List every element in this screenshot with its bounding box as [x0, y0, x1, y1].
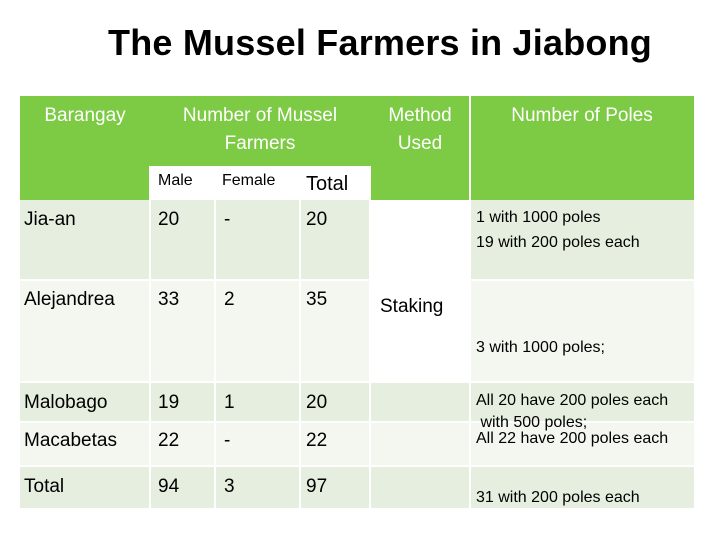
- cell-poles: All 22 have 200 poles each: [476, 430, 669, 447]
- poles-line: 3 with 1000 poles;: [476, 339, 605, 356]
- poles-line: 1 with 1000 poles: [476, 209, 601, 226]
- grid-line: [214, 166, 216, 508]
- cell-barangay: Total: [24, 476, 65, 497]
- table-row: [20, 382, 694, 422]
- header-farmers: Number of Mussel Farmers: [182, 105, 338, 154]
- header-method: Method Used: [388, 105, 452, 154]
- cell-male: 94: [158, 476, 180, 497]
- subheader-row: [150, 166, 370, 204]
- table-row: [20, 200, 694, 280]
- grid-line: [369, 166, 371, 508]
- poles-line: with 500 poles;: [476, 414, 588, 431]
- cell-female: -: [224, 209, 231, 230]
- slide-title: The Mussel Farmers in Jiabong: [108, 22, 652, 63]
- cell-female: 2: [224, 289, 235, 310]
- cell-female: -: [224, 430, 231, 451]
- cell-female: 3: [224, 476, 235, 497]
- cell-male: 20: [158, 209, 180, 230]
- header-poles-cell: Number of Poles: [470, 96, 694, 200]
- grid-line: [299, 166, 301, 508]
- cell-total: 22: [306, 430, 328, 451]
- header-poles: Number of Poles: [511, 105, 653, 126]
- grid-line: [20, 279, 694, 281]
- cell-barangay: Alejandrea: [24, 289, 115, 310]
- cell-barangay: Malobago: [24, 392, 108, 413]
- cell-barangay: Jia-an: [24, 209, 76, 230]
- cell-female: 1: [224, 392, 235, 413]
- subheader-total: Total: [306, 173, 349, 195]
- grid-line: [149, 166, 151, 508]
- header-farmers-cell: Number of Mussel Farmers: [150, 96, 370, 166]
- header-method-cell: Method Used: [370, 96, 470, 200]
- grid-line: [469, 96, 471, 508]
- cell-male: 19: [158, 392, 180, 413]
- method-cell: [370, 200, 470, 382]
- cell-male: 22: [158, 430, 180, 451]
- grid-line: [20, 421, 694, 423]
- cell-barangay: Macabetas: [24, 430, 117, 451]
- cell-total: 20: [306, 392, 328, 413]
- table-row: [20, 280, 694, 382]
- subheader-female: Female: [222, 172, 276, 189]
- cell-total: 20: [306, 209, 328, 230]
- grid-line: [20, 381, 694, 383]
- header-barangay-cell: Barangay: [20, 96, 150, 200]
- cell-poles: All 20 have 200 poles each: [476, 392, 669, 409]
- poles-line: 31 with 200 poles each: [476, 489, 640, 506]
- table-row: [20, 466, 694, 508]
- cell-male: 33: [158, 289, 180, 310]
- cell-total: 97: [306, 476, 328, 497]
- cell-poles: 3 with 1000 poles; with 500 poles; 31 wi…: [476, 285, 692, 560]
- cell-total: 35: [306, 289, 328, 310]
- header-barangay: Barangay: [44, 105, 126, 126]
- poles-line: 19 with 200 poles each: [476, 234, 640, 251]
- subheader-male: Male: [158, 172, 193, 189]
- grid-line: [20, 465, 694, 467]
- method-value: Staking: [380, 296, 444, 317]
- table-row: [20, 422, 694, 466]
- cell-poles: 1 with 1000 poles 19 with 200 poles each: [476, 205, 692, 255]
